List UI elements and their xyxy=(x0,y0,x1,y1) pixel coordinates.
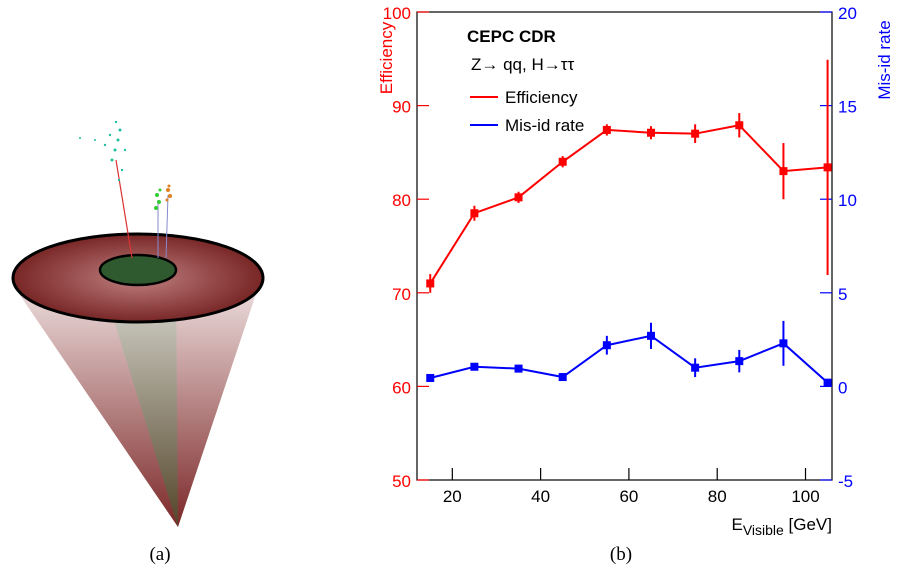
y-tick-label: 80 xyxy=(392,191,411,210)
point xyxy=(779,167,788,176)
y2-tick-label: 5 xyxy=(838,285,847,304)
series-line xyxy=(429,124,828,284)
annotation: CEPC CDR xyxy=(467,27,556,46)
point xyxy=(514,364,523,373)
point xyxy=(426,279,435,288)
plot-frame xyxy=(416,11,833,481)
y-tick-label: 90 xyxy=(392,98,411,117)
point xyxy=(779,339,788,348)
point xyxy=(602,125,611,134)
y2-tick-label: 20 xyxy=(838,4,857,23)
legend-label: Mis-id rate xyxy=(505,116,584,135)
x-tick-label: 80 xyxy=(708,487,727,506)
y-tick-label: 70 xyxy=(392,285,411,304)
y2-tick-label: 10 xyxy=(838,191,857,210)
point xyxy=(735,357,744,366)
y2-tick-label: 0 xyxy=(838,378,847,397)
point xyxy=(602,341,611,350)
x-tick-label: 40 xyxy=(531,487,550,506)
point xyxy=(470,209,479,218)
legend-label: Efficiency xyxy=(505,88,578,107)
point xyxy=(823,163,832,172)
y2-axis-label: Mis-id rate xyxy=(875,20,894,99)
x-axis-label: EVisible [GeV] xyxy=(731,515,832,538)
point xyxy=(514,193,523,202)
y-axis-label: Efficiency xyxy=(377,21,396,94)
point xyxy=(691,363,700,372)
caption-a: (a) xyxy=(149,544,170,565)
point xyxy=(426,373,435,382)
point xyxy=(470,362,479,371)
point xyxy=(646,128,655,137)
series-line xyxy=(429,334,829,384)
y2-tick-label: -5 xyxy=(838,472,853,491)
y-tick-label: 50 xyxy=(392,472,411,491)
point xyxy=(646,331,655,340)
point xyxy=(735,121,744,130)
x-tick-label: 100 xyxy=(791,487,819,506)
point xyxy=(558,373,567,382)
caption-b: (b) xyxy=(610,544,632,565)
y2-tick-label: 15 xyxy=(838,98,857,117)
y-tick-label: 60 xyxy=(392,378,411,397)
point xyxy=(558,157,567,166)
point xyxy=(691,129,700,138)
cone-diagram xyxy=(11,120,265,527)
annotation: Z→ qq, H→ττ xyxy=(471,55,574,74)
y-tick-label: 100 xyxy=(383,4,411,23)
point xyxy=(823,378,832,387)
x-tick-label: 60 xyxy=(619,487,638,506)
x-tick-label: 20 xyxy=(443,487,462,506)
